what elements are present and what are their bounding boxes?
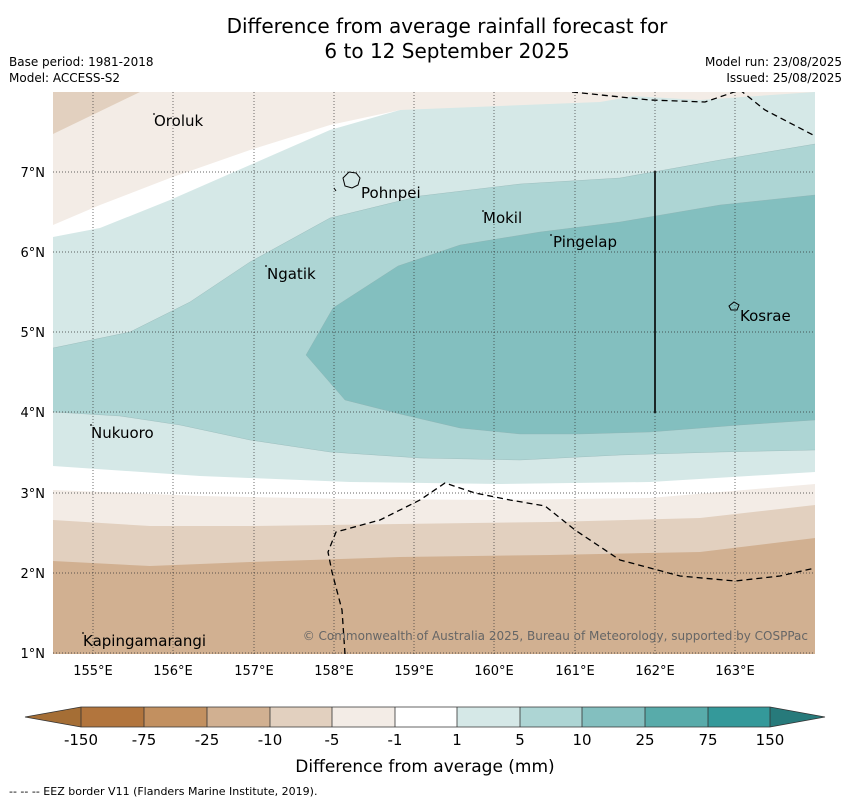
copyright-notice: © Commonwealth of Australia 2025, Bureau… [303, 629, 808, 643]
place-label-kosrae: Kosrae [740, 307, 791, 325]
title-line-1: Difference from average rainfall forecas… [226, 14, 668, 38]
latitude-labels: 7°N 6°N 5°N 4°N 3°N 2°N 1°N [21, 166, 46, 662]
contour-drier-bottom [53, 538, 815, 654]
colorbar-tick: -10 [258, 731, 283, 749]
lat-label-4n: 4°N [21, 406, 46, 421]
contour-slightly-dry-top [53, 92, 640, 225]
pohnpei-island [342, 171, 361, 189]
colorbar-ticks: -150 -75 -25 -10 -5 -1 1 5 10 25 75 150 [64, 731, 784, 749]
kosrae-island [728, 301, 740, 311]
place-labels: Oroluk Pohnpei Mokil Pingelap Ngatik Kos… [83, 112, 791, 650]
contour-dry-corner [53, 92, 140, 134]
colorbar-tick: 150 [756, 731, 785, 749]
model-run: Model run: 23/08/2025 [704, 55, 842, 69]
lat-label-1n: 1°N [21, 647, 46, 662]
rainfall-map: Oroluk Pohnpei Mokil Pingelap Ngatik Kos… [53, 92, 815, 654]
place-label-oroluk: Oroluk [154, 112, 203, 130]
lon-label-163e: 163°E [715, 664, 755, 679]
model-name: Model: ACCESS-S2 [9, 71, 121, 85]
lon-label-161e: 161°E [555, 664, 595, 679]
colorbar-tick: 75 [698, 731, 717, 749]
lat-label-5n: 5°N [21, 326, 46, 341]
lat-label-7n: 7°N [21, 166, 46, 181]
run-info: Model run: 23/08/2025 Issued: 25/08/2025 [705, 54, 842, 86]
colorbar-tick: 5 [515, 731, 525, 749]
colorbar-tick: -150 [64, 731, 98, 749]
colorbar-tick: 25 [635, 731, 654, 749]
colorbar-tick: -1 [388, 731, 403, 749]
lon-label-156e: 156°E [153, 664, 193, 679]
model-info: Base period: 1981-2018 Model: ACCESS-S2 [9, 54, 154, 86]
colorbar-segment [457, 707, 520, 727]
lat-label-3n: 3°N [21, 487, 46, 502]
place-markers [82, 113, 552, 634]
place-label-kapingamarangi: Kapingamarangi [83, 632, 206, 650]
lon-label-162e: 162°E [635, 664, 675, 679]
footnote: -- -- -- EEZ border V11 (Flanders Marine… [9, 785, 318, 798]
place-label-nukuoro: Nukuoro [91, 424, 154, 442]
colorbar-segment [708, 707, 770, 727]
colorbar-segment [520, 707, 582, 727]
eez-border [327, 92, 815, 654]
lon-label-160e: 160°E [474, 664, 514, 679]
lon-label-155e: 155°E [73, 664, 113, 679]
colorbar-segment [645, 707, 708, 727]
colorbar-segment [332, 707, 395, 727]
base-period: Base period: 1981-2018 [9, 55, 154, 69]
place-label-ngatik: Ngatik [267, 265, 316, 283]
place-label-pohnpei: Pohnpei [361, 184, 421, 202]
colorbar-segment [144, 707, 207, 727]
map-title: Difference from average rainfall forecas… [0, 14, 850, 64]
place-label-pingelap: Pingelap [553, 233, 617, 251]
colorbar-segment [582, 707, 645, 727]
title-line-2: 6 to 12 September 2025 [324, 39, 570, 63]
colorbar-low-extend [25, 707, 81, 727]
colorbar-tick: -75 [132, 731, 157, 749]
longitude-labels: 155°E 156°E 157°E 158°E 159°E 160°E 161°… [73, 664, 755, 679]
contour-wet-10-25 [306, 195, 815, 434]
colorbar-tick: -5 [325, 731, 340, 749]
colorbar: -150 -75 -25 -10 -5 -1 1 5 10 25 75 150 … [24, 706, 826, 777]
colorbar-segment [207, 707, 270, 727]
lat-label-2n: 2°N [21, 567, 46, 582]
colorbar-segment [270, 707, 332, 727]
colorbar-high-extend [770, 707, 825, 727]
colorbar-tick: 10 [572, 731, 591, 749]
lon-label-159e: 159°E [394, 664, 434, 679]
colorbar-tick: 1 [452, 731, 462, 749]
colorbar-tick: -25 [195, 731, 220, 749]
issued-date: Issued: 25/08/2025 [726, 71, 842, 85]
colorbar-segment [81, 707, 144, 727]
lon-label-158e: 158°E [314, 664, 354, 679]
lat-label-6n: 6°N [21, 246, 46, 261]
lon-label-157e: 157°E [234, 664, 274, 679]
place-label-mokil: Mokil [483, 209, 522, 227]
colorbar-segment [395, 707, 457, 727]
colorbar-title: Difference from average (mm) [295, 757, 554, 777]
